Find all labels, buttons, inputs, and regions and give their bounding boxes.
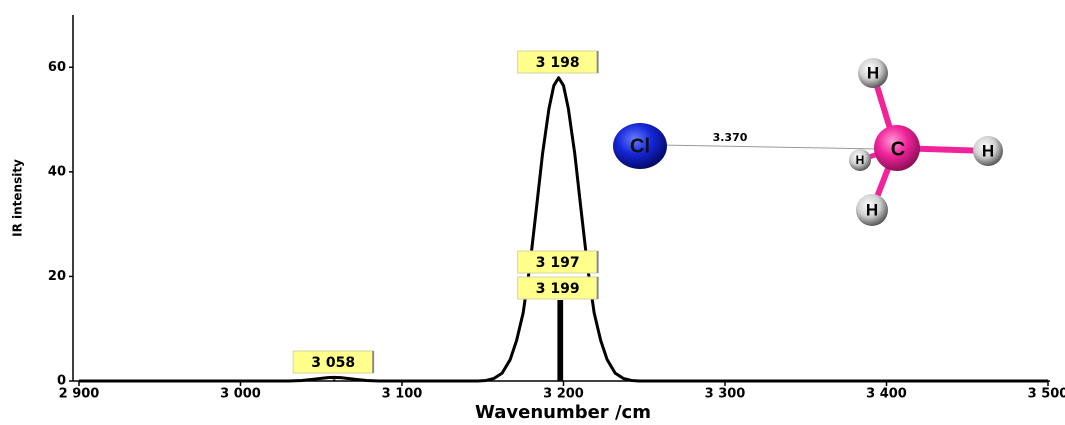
x-tick-label: 3 300 [705, 387, 746, 402]
x-tick-label: 3 500 [1028, 387, 1065, 402]
distance-line [660, 145, 880, 149]
peak-label: 3 058 [311, 355, 355, 371]
atom-label: C [891, 138, 905, 160]
y-tick-label: 40 [48, 164, 66, 179]
chart: IR intensity Wavenumber /cm 02040602 900… [0, 0, 1065, 425]
y-tick-label: 60 [48, 60, 66, 75]
atom-label: Cl [630, 135, 650, 157]
distance-label: 3.370 [713, 131, 748, 144]
x-tick-label: 3 400 [866, 387, 907, 402]
atom-label: H [867, 63, 879, 82]
x-axis-title: Wavenumber /cm [475, 402, 651, 423]
peak-label: 3 199 [536, 281, 580, 297]
y-tick-label: 20 [48, 269, 66, 284]
spectrum-line [79, 78, 1048, 381]
x-tick-label: 3 200 [543, 387, 584, 402]
atom-label: H [866, 200, 878, 219]
x-tick-label: 3 100 [382, 387, 423, 402]
y-axis-title: IR intensity [11, 159, 25, 237]
molecule: Cl C H H H H 3.370 [613, 58, 1003, 226]
x-tick-label: 3 000 [220, 387, 261, 402]
atom-label: H [856, 153, 865, 167]
peak-label: 3 198 [536, 55, 580, 71]
atom-label: H [982, 141, 994, 160]
peak-label: 3 197 [536, 255, 580, 271]
x-tick-label: 2 900 [59, 387, 100, 402]
